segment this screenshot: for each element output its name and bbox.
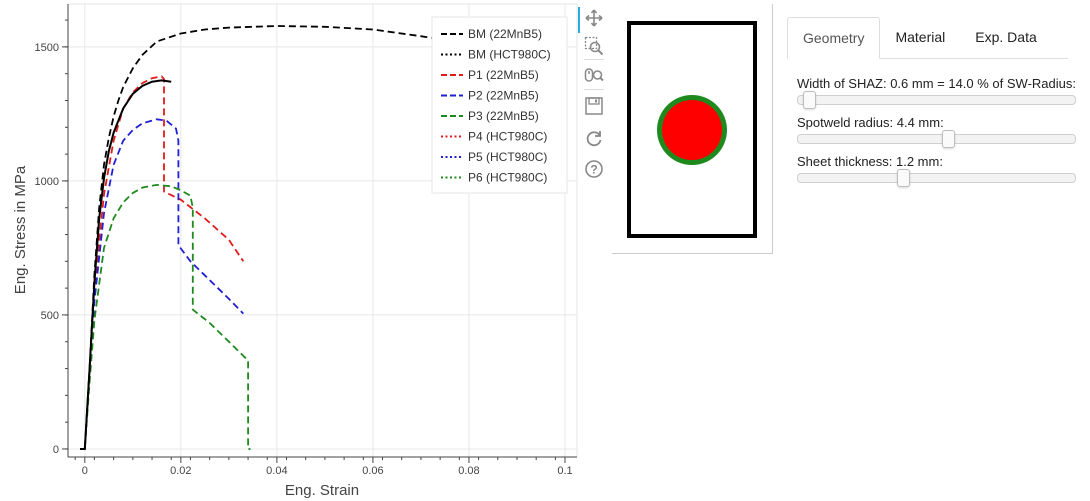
shaz-width-slider[interactable] (797, 91, 1076, 109)
legend-label: P5 (HCT980C) (468, 150, 547, 164)
legend-label: BM (HCT980C) (468, 48, 551, 62)
axes: 0 0.02 0.04 0.06 0.08 0.1 0 500 1000 1500 (35, 4, 577, 477)
sheet-thickness-label: Sheet thickness: 1.2 mm: (797, 154, 943, 169)
spotweld-preview (612, 4, 773, 254)
reset-icon[interactable] (584, 128, 604, 148)
y-tick-label: 1000 (35, 176, 59, 188)
chart-toolbar: ? (578, 4, 610, 204)
shaz-width-handle[interactable] (803, 91, 817, 109)
spotweld-radius-slider-block: Spotweld radius: 4.4 mm: (797, 115, 1076, 148)
svg-text:?: ? (590, 163, 597, 177)
legend[interactable]: BM (22MnB5) BM (HCT980C) P1 (22MnB5) P2 (22… (431, 16, 568, 194)
series-line-p1-22mnb5 (83, 75, 245, 450)
sheet-thickness-handle[interactable] (897, 169, 911, 187)
spotweld-radius-handle[interactable] (941, 130, 955, 148)
y-tick-label: 500 (41, 310, 59, 322)
shaz-width-slider-block: Width of SHAZ: 0.6 mm = 14.0 % of SW-Rad… (797, 76, 1076, 109)
series-line-p2-22mnb5 (83, 118, 244, 450)
sheet-thickness-slider[interactable] (797, 169, 1076, 187)
box-zoom-icon[interactable] (584, 36, 604, 56)
y-tick-label: 1500 (35, 42, 59, 54)
legend-box (431, 16, 568, 194)
wheel-zoom-icon[interactable] (584, 66, 604, 86)
geometry-widgets: Width of SHAZ: 0.6 mm = 14.0 % of SW-Rad… (787, 59, 1076, 187)
x-tick-label: 0.04 (266, 465, 287, 477)
tab-geometry[interactable]: Geometry (787, 17, 881, 59)
tab-exp-data[interactable]: Exp. Data (975, 29, 1037, 45)
x-tick-label: 0.08 (458, 465, 479, 477)
spotweld-radius-label: Spotweld radius: 4.4 mm: (797, 115, 944, 130)
pan-icon[interactable] (584, 8, 604, 28)
x-axis-label: Eng. Strain (285, 482, 359, 499)
save-icon[interactable] (584, 96, 604, 116)
spotweld-core (662, 100, 722, 160)
settings-panel: Geometry Material Exp. Data Width of SHA… (787, 17, 1076, 193)
spotweld-radius-slider[interactable] (797, 130, 1076, 148)
x-tick-label: 0.06 (362, 465, 383, 477)
x-tick-label: 0.1 (557, 465, 572, 477)
tab-bar: Geometry Material Exp. Data (787, 17, 1068, 59)
x-tick-label: 0.02 (170, 465, 191, 477)
legend-label: P6 (HCT980C) (468, 171, 547, 185)
series-line-solid (80, 79, 172, 450)
legend-label: BM (22MnB5) (468, 27, 542, 41)
series (80, 25, 566, 450)
x-tick-label: 0 (82, 465, 88, 477)
help-icon[interactable]: ? (584, 159, 604, 179)
series-line-p3-22mnb5 (83, 183, 251, 450)
legend-label: P4 (HCT980C) (468, 130, 547, 144)
stress-strain-chart[interactable]: 0 0.02 0.04 0.06 0.08 0.1 0 500 1000 1500 Eng. St… (0, 0, 578, 501)
y-tick-label: 0 (53, 444, 59, 456)
legend-label: P1 (22MnB5) (468, 68, 539, 82)
legend-label: P2 (22MnB5) (468, 89, 539, 103)
sheet-thickness-slider-block: Sheet thickness: 1.2 mm: (797, 154, 1076, 187)
legend-label: P3 (22MnB5) (468, 109, 539, 123)
tab-material[interactable]: Material (895, 29, 946, 45)
active-tool-indicator (578, 7, 580, 33)
y-axis-label: Eng. Stress in MPa (12, 165, 29, 294)
shaz-width-label: Width of SHAZ: 0.6 mm = 14.0 % of SW-Rad… (797, 76, 1076, 91)
